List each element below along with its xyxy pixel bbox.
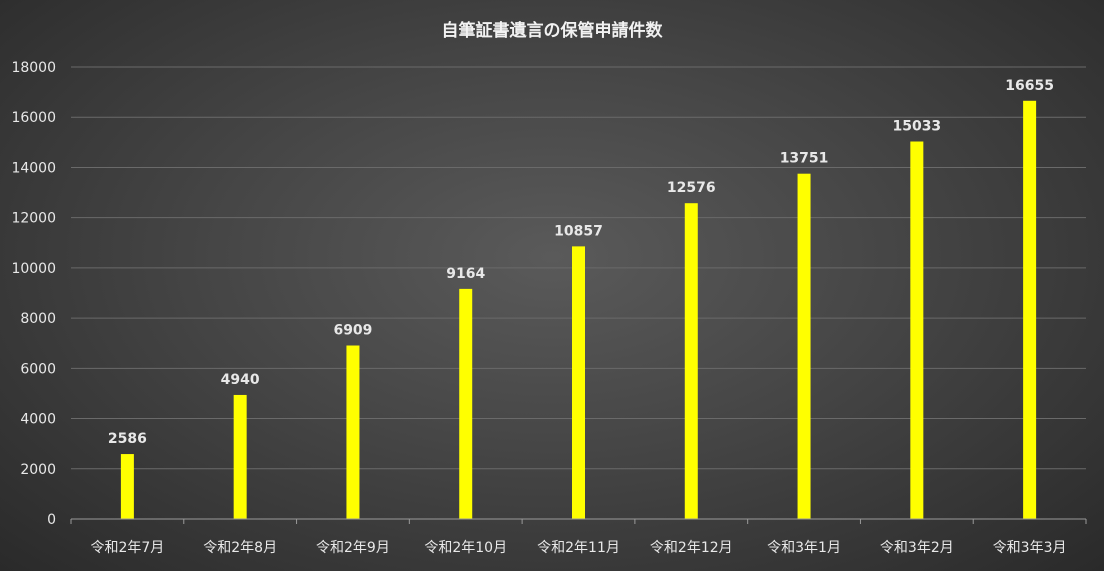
y-axis-tick-labels: 0 2000 4000 6000 8000 10000 12000 14000 16000 180… <box>11 60 56 528</box>
bar <box>910 141 924 519</box>
x-axis-tick-labels: 令和2年7月 令和2年8月 令和2年9月 令和2年10月 令和2年11月 令和2年12月 令… <box>90 540 1066 556</box>
x-tick-label: 令和2年11月 <box>537 540 620 556</box>
bars <box>120 100 1037 520</box>
bar <box>684 203 698 519</box>
y-tick-label: 8000 <box>20 311 56 327</box>
x-tick-label: 令和2年7月 <box>90 540 164 556</box>
y-tick-label: 4000 <box>20 412 56 428</box>
x-tick-label: 令和2年10月 <box>424 540 507 556</box>
data-labels: 2586 4940 6909 9164 10857 12576 13751 15033 1665… <box>108 78 1054 447</box>
x-axis <box>70 518 1087 524</box>
bar <box>797 173 811 519</box>
bar <box>572 246 585 520</box>
data-label: 15033 <box>892 119 941 135</box>
bar <box>233 394 247 519</box>
bar <box>1023 100 1037 519</box>
data-label: 10857 <box>554 223 603 239</box>
bar <box>346 345 360 519</box>
bar <box>459 288 473 519</box>
x-tick-label: 令和3年1月 <box>767 540 841 556</box>
data-label: 4940 <box>221 372 260 388</box>
data-label: 2586 <box>108 431 147 447</box>
x-tick-label: 令和3年2月 <box>880 540 954 556</box>
y-tick-label: 6000 <box>20 361 56 377</box>
data-label: 13751 <box>780 151 829 167</box>
x-tick-label: 令和2年12月 <box>650 540 733 556</box>
x-tick-label: 令和2年8月 <box>203 540 277 556</box>
bar <box>120 454 134 519</box>
data-label: 16655 <box>1005 78 1054 94</box>
y-tick-label: 0 <box>47 512 56 528</box>
data-label: 9164 <box>446 266 485 282</box>
y-tick-label: 16000 <box>11 110 56 126</box>
y-tick-label: 10000 <box>11 261 56 277</box>
data-label: 12576 <box>667 180 716 196</box>
data-label: 6909 <box>333 323 372 339</box>
y-tick-label: 12000 <box>11 211 56 227</box>
y-tick-label: 14000 <box>11 160 56 176</box>
y-tick-label: 2000 <box>20 462 56 478</box>
x-tick-label: 令和2年9月 <box>316 540 390 556</box>
x-tick-label: 令和3年3月 <box>993 540 1067 556</box>
chart-title: 自筆証書遺言の保管申請件数 <box>442 20 664 41</box>
y-tick-label: 18000 <box>11 60 56 76</box>
